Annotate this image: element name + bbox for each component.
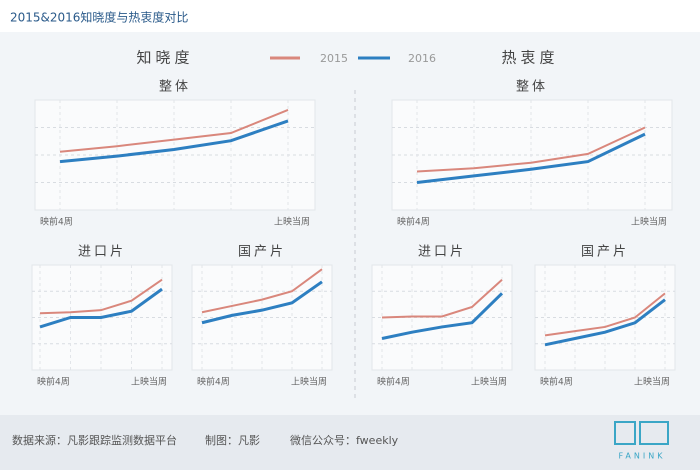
x-tick-label: 映前4周 <box>197 376 230 388</box>
series-line <box>201 268 323 314</box>
x-tick-label: 映前4周 <box>40 216 73 228</box>
page-title: 2015&2016知晓度与热衷度对比 <box>10 10 188 25</box>
logo-mark <box>614 421 636 445</box>
series-line <box>59 119 289 164</box>
logo-mark <box>639 421 669 445</box>
panel-title: 国产片 <box>581 245 629 260</box>
group-title: 知晓度 <box>136 49 193 67</box>
panel-title: 整体 <box>516 80 548 95</box>
x-tick-label: 映前4周 <box>540 376 573 388</box>
x-tick-label: 上映当周 <box>631 216 667 228</box>
panel-title: 进口片 <box>78 245 126 260</box>
panel-title: 进口片 <box>418 245 466 260</box>
x-tick-label: 上映当周 <box>634 376 670 388</box>
footer-wechat: 微信公众号：fweekly <box>290 433 399 447</box>
series-line <box>544 292 666 337</box>
group-title: 热衷度 <box>501 49 558 67</box>
panel-title: 整体 <box>159 80 191 95</box>
legend-label: 2015 <box>320 52 348 65</box>
series-line <box>39 287 163 329</box>
series-line <box>59 108 289 153</box>
legend-label: 2016 <box>408 52 436 65</box>
x-tick-label: 上映当周 <box>291 376 327 388</box>
series-line <box>201 280 323 325</box>
x-tick-label: 映前4周 <box>37 376 70 388</box>
x-tick-label: 映前4周 <box>377 376 410 388</box>
series-line <box>39 278 163 315</box>
footer-source: 数据来源：凡影跟踪监测数据平台 <box>12 433 177 447</box>
panel-title: 国产片 <box>238 245 286 260</box>
footer-maker: 制图：凡影 <box>205 434 260 447</box>
series-line <box>416 126 646 173</box>
logo-text: FANINK <box>619 452 666 461</box>
series-line <box>381 292 504 340</box>
title-bar <box>0 0 700 32</box>
x-tick-label: 上映当周 <box>471 376 507 388</box>
series-line <box>544 298 666 347</box>
footer-bar <box>0 415 700 470</box>
x-tick-label: 上映当周 <box>131 376 167 388</box>
x-tick-label: 映前4周 <box>397 216 430 228</box>
series-line <box>416 132 646 184</box>
series-line <box>381 278 503 319</box>
x-tick-label: 上映当周 <box>274 216 310 228</box>
